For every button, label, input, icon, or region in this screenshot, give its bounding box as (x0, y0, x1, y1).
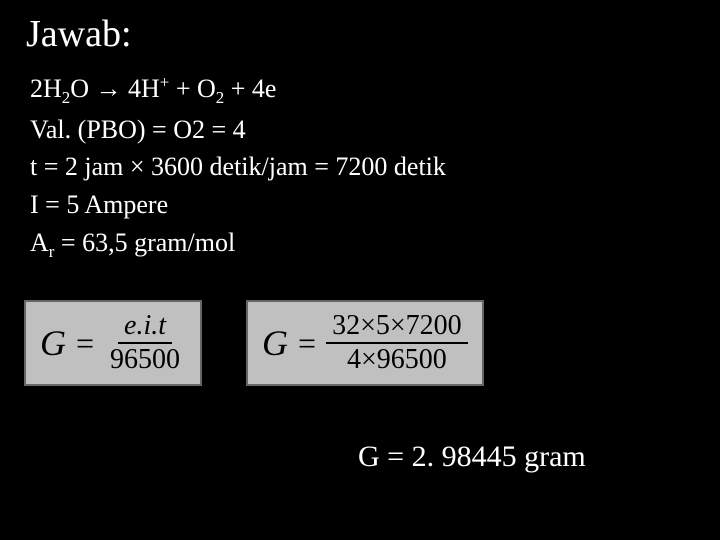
formula-lhs: G (262, 322, 288, 364)
time-line: t = 2 jam × 3600 detik/jam = 7200 detik (30, 148, 446, 186)
equals-sign: = (76, 325, 94, 362)
fraction: e.i.t 96500 (104, 310, 186, 376)
fraction: 32×5×7200 4×96500 (326, 310, 468, 376)
subscript: 2 (216, 88, 224, 107)
text: O → 4H (70, 74, 160, 103)
current-line: I = 5 Ampere (30, 186, 446, 224)
text: + 4e (224, 74, 276, 103)
result-text: G = 2. 98445 gram (358, 440, 586, 474)
numerator: 32×5×7200 (326, 310, 468, 344)
valence-line: Val. (PBO) = O2 = 4 (30, 111, 446, 149)
text: = 63,5 gram/mol (54, 228, 235, 257)
text: + O (169, 74, 215, 103)
atomic-mass-line: Ar = 63,5 gram/mol (30, 224, 446, 265)
superscript: + (160, 72, 170, 91)
equals-sign: = (298, 325, 316, 362)
content-block: 2H2O → 4H+ + O2 + 4e Val. (PBO) = O2 = 4… (30, 70, 446, 264)
formula-lhs: G (40, 322, 66, 364)
page-title: Jawab: (26, 12, 132, 56)
text: A (30, 228, 49, 257)
formula-box-1: G = e.i.t 96500 (24, 300, 202, 386)
text: 2H (30, 74, 62, 103)
subscript: 2 (62, 88, 70, 107)
denominator: 4×96500 (341, 344, 453, 376)
formula-box-2: G = 32×5×7200 4×96500 (246, 300, 484, 386)
denominator: 96500 (104, 344, 186, 376)
formula-row: G = e.i.t 96500 G = 32×5×7200 4×96500 (24, 300, 484, 386)
equation-line-1: 2H2O → 4H+ + O2 + 4e (30, 70, 446, 111)
numerator: e.i.t (118, 310, 172, 344)
